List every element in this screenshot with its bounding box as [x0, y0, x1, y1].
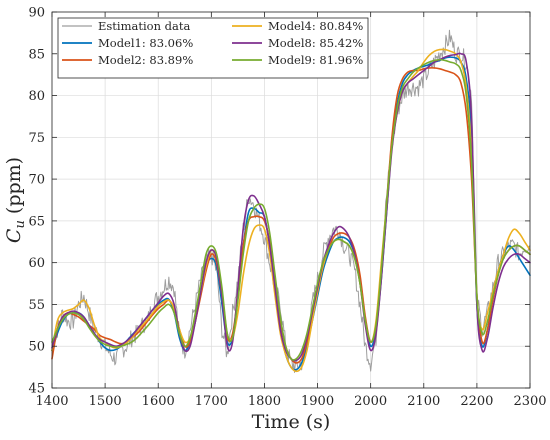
x-tick-label: 1800 [248, 394, 281, 409]
x-tick-label: 1900 [301, 394, 334, 409]
x-tick-label: 1500 [89, 394, 122, 409]
legend-label-4: Model8: 85.42% [268, 36, 363, 50]
legend-label-0: Estimation data [98, 19, 190, 33]
y-tick-label: 70 [28, 173, 45, 188]
x-tick-label: 1400 [35, 394, 68, 409]
y-axis-label-subscript: u [13, 220, 28, 228]
legend-label-3: Model4: 80.84% [268, 19, 363, 33]
plot-frame [51, 11, 531, 389]
y-axis-label-group: Cu (ppm) [3, 157, 28, 243]
x-tick-label: 2000 [354, 394, 387, 409]
y-tick-label: 85 [28, 47, 45, 62]
y-axis-label: Cu (ppm) [3, 157, 28, 243]
series-line-3 [51, 48, 531, 373]
x-tick-label: 2300 [513, 394, 546, 409]
ticks [51, 11, 531, 389]
y-tick-label: 65 [28, 214, 45, 229]
x-tick-label: 2200 [460, 394, 493, 409]
y-tick-label: 60 [28, 256, 45, 271]
series-line-5 [51, 58, 531, 361]
legend-label-1: Model1: 83.06% [98, 36, 193, 50]
x-axis-label: Time (s) [252, 411, 331, 433]
legend: Estimation data Model1: 83.06% Model2: 83.… [57, 17, 369, 79]
y-tick-label: 90 [28, 6, 45, 21]
legend-label-5: Model9: 81.96% [268, 53, 363, 67]
x-tick-label: 1700 [195, 394, 228, 409]
y-tick-label: 50 [28, 340, 45, 355]
y-tick-label: 45 [28, 382, 45, 397]
y-axis-label-unit: (ppm) [3, 157, 25, 214]
x-tick-label: 2100 [407, 394, 440, 409]
series-layer [51, 29, 531, 373]
y-tick-label: 80 [28, 89, 45, 104]
x-tick-label: 1600 [142, 394, 175, 409]
legend-label-2: Model2: 83.89% [98, 53, 193, 67]
y-tick-label: 75 [28, 131, 45, 146]
legend-box [57, 17, 369, 79]
y-tick-label: 55 [28, 298, 45, 313]
tick-labels: 1400 1500 1600 1700 1800 1900 2000 2100 2200 2300… [28, 6, 546, 410]
y-axis-label-symbol: C [3, 228, 25, 243]
